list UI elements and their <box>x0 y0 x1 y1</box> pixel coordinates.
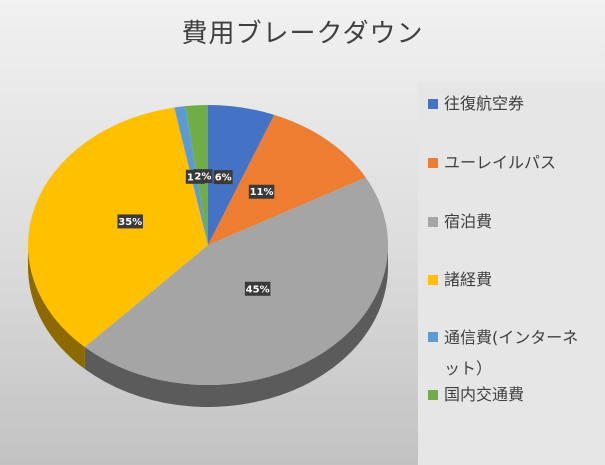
data-label-2: 45% <box>244 281 271 296</box>
chart-title: 費用ブレークダウン <box>181 19 424 49</box>
legend-swatch-4 <box>428 332 438 342</box>
data-label-text-0: 6% <box>215 173 232 184</box>
pie-slice-side-2 <box>84 245 388 408</box>
legend-item-1: ユーレイルパス <box>418 152 605 174</box>
data-label-box-0 <box>213 170 233 185</box>
legend-label-5: 国内交通費 <box>444 385 525 404</box>
legend-swatch-3 <box>428 275 438 285</box>
pie-sides <box>28 245 388 408</box>
data-label-box-5 <box>193 169 213 184</box>
pie-slice-2 <box>84 177 389 386</box>
legend-label-2: 宿泊費 <box>444 212 493 231</box>
data-label-text-5: 2% <box>194 172 211 183</box>
data-label-text-1: 11% <box>250 187 274 198</box>
legend-swatch-5 <box>428 390 438 400</box>
legend-item-5: 国内交通費 <box>418 384 605 406</box>
pie-tops <box>27 104 389 386</box>
pie-slice-0 <box>208 104 275 245</box>
legend: 往復航空券 ユーレイルパス 宿泊費 諸経費 通信費(インターネット） 国内交通費 <box>418 82 605 465</box>
data-label-text-3: 35% <box>118 217 142 228</box>
legend-swatch-2 <box>428 217 438 227</box>
legend-item-0: 往復航空券 <box>418 93 605 115</box>
legend-item-4: 通信費(インターネット） <box>418 322 605 378</box>
legend-label-3: 諸経費 <box>444 270 493 289</box>
data-label-box-2 <box>244 281 271 296</box>
data-label-5: 2% <box>193 169 213 184</box>
legend-item-2: 宿泊費 <box>418 211 605 233</box>
legend-label-4: 通信費(インターネット） <box>444 328 579 378</box>
data-label-text-2: 45% <box>246 284 270 295</box>
legend-label-1: ユーレイルパス <box>444 153 557 172</box>
data-label-1: 11% <box>248 184 275 199</box>
pie-slice-1 <box>208 114 366 245</box>
data-label-box-3 <box>117 214 143 229</box>
data-label-box-1 <box>248 184 275 199</box>
pie-slice-side-3 <box>28 245 85 370</box>
pie-data-labels: 6%11%45%35%1%2% <box>117 169 275 296</box>
legend-swatch-1 <box>428 158 438 168</box>
legend-item-3: 諸経費 <box>418 269 605 291</box>
data-label-0: 6% <box>213 170 233 185</box>
legend-swatch-0 <box>428 99 438 109</box>
data-label-3: 35% <box>117 214 143 229</box>
pie-chart: 6%11%45%35%1%2% <box>27 104 389 408</box>
legend-label-0: 往復航空券 <box>444 94 525 113</box>
